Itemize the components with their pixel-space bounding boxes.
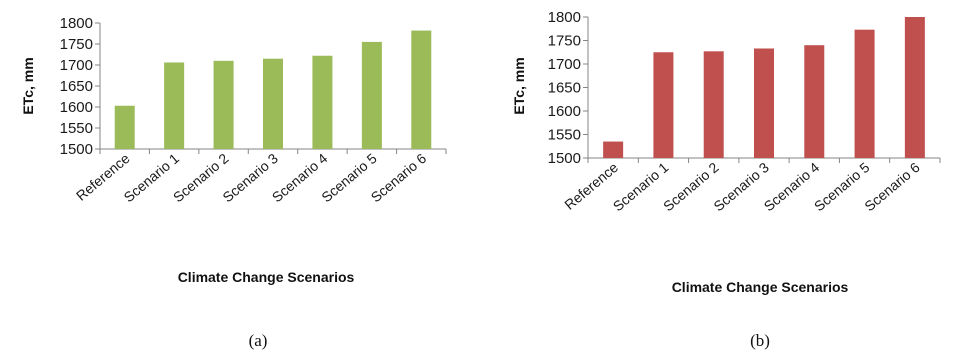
y-tick-label: 1650 xyxy=(60,78,93,95)
y-tick-label: 1700 xyxy=(60,57,93,74)
y-tick-label: 1600 xyxy=(548,103,581,120)
y-axis-title: ETc, mm xyxy=(20,57,36,114)
chart-b: 1500155016001650170017501800ReferenceSce… xyxy=(511,9,941,350)
y-tick-label: 1700 xyxy=(548,56,581,73)
bar-scenario-5 xyxy=(854,29,875,158)
bar-scenario-6 xyxy=(904,17,925,158)
y-tick-label: 1550 xyxy=(60,120,93,137)
bar-scenario-2 xyxy=(213,60,234,149)
x-tick-label: Scenario 6 xyxy=(368,150,430,205)
bar-scenario-3 xyxy=(263,58,283,150)
x-tick-label: Scenario 6 xyxy=(861,159,923,214)
bar-scenario-2 xyxy=(703,51,724,159)
panel-label: (a) xyxy=(249,331,268,350)
x-axis-title: Climate Change Scenarios xyxy=(178,269,355,285)
y-axis-title: ETc, mm xyxy=(511,57,527,114)
y-tick-label: 1800 xyxy=(60,15,93,32)
x-axis-title: Climate Change Scenarios xyxy=(672,279,849,295)
y-tick-label: 1800 xyxy=(548,9,581,26)
bar-reference xyxy=(603,141,624,158)
bar-scenario-4 xyxy=(804,45,825,159)
y-tick-label: 1500 xyxy=(60,141,93,158)
y-tick-label: 1750 xyxy=(548,33,581,50)
panel-label: (b) xyxy=(750,331,770,350)
bar-scenario-4 xyxy=(312,55,333,150)
bar-scenario-1 xyxy=(653,52,674,158)
chart-a: 1500155016001650170017501800ReferenceSce… xyxy=(20,15,447,350)
bar-scenario-3 xyxy=(754,48,774,158)
y-tick-label: 1600 xyxy=(60,99,93,116)
y-tick-label: 1750 xyxy=(60,36,93,53)
y-tick-label: 1650 xyxy=(548,80,581,97)
bar-reference xyxy=(114,105,135,149)
bar-scenario-5 xyxy=(361,41,382,149)
bar-scenario-6 xyxy=(411,30,432,150)
y-tick-label: 1550 xyxy=(548,127,581,144)
y-tick-label: 1500 xyxy=(548,150,581,167)
bar-scenario-1 xyxy=(164,62,185,150)
